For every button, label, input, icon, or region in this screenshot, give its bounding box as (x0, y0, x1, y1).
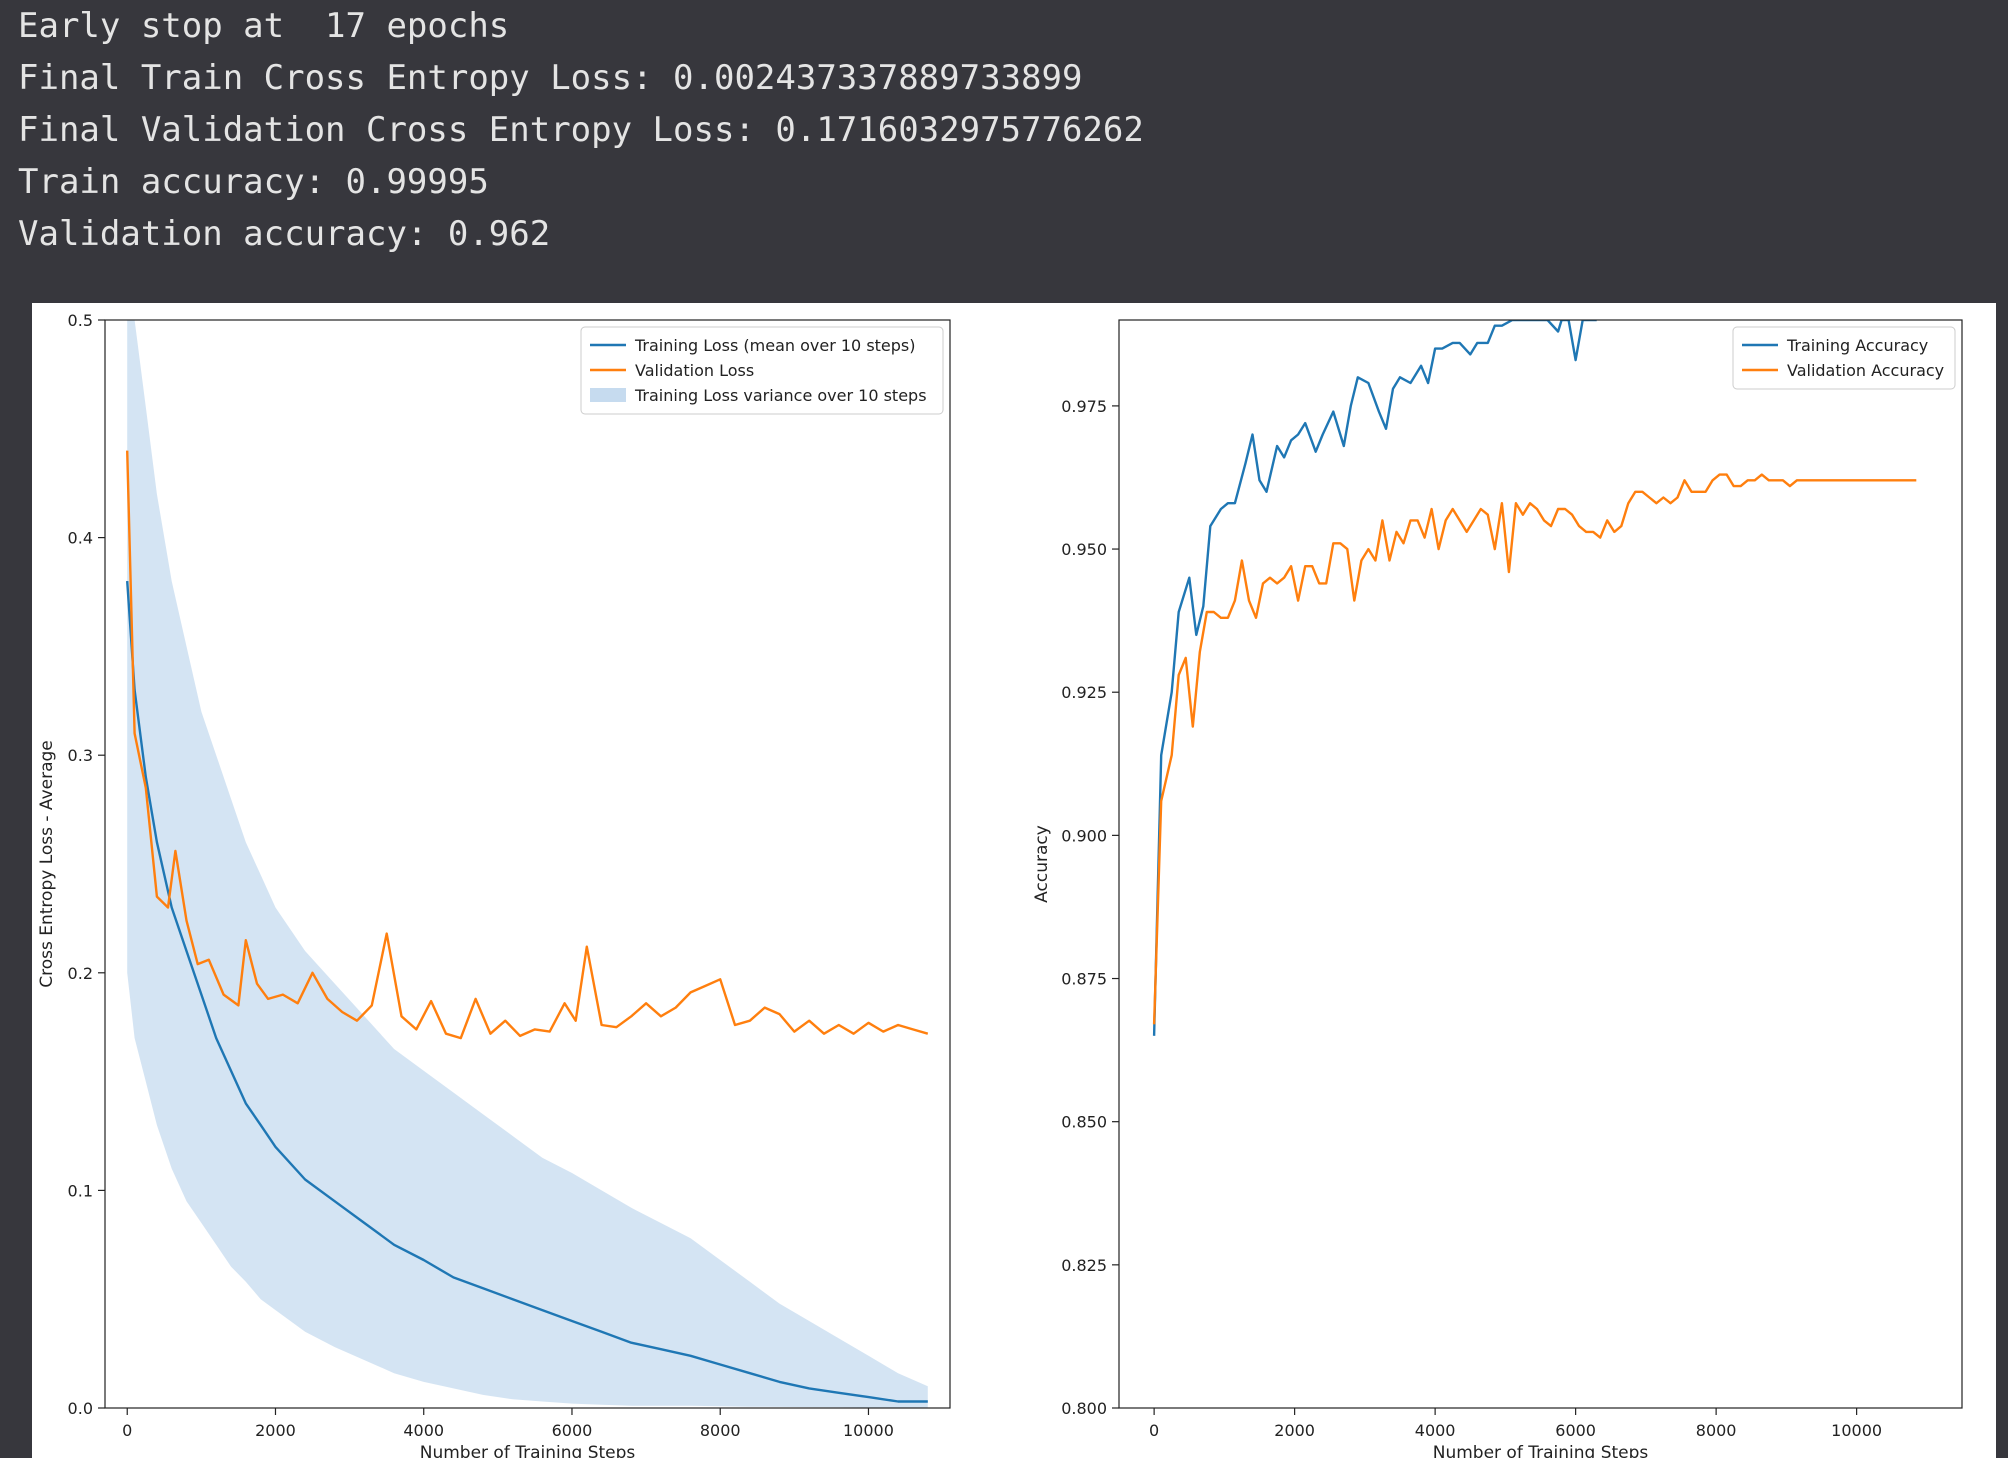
train-accuracy-line: Train accuracy: 0.99995 (18, 162, 489, 202)
y-tick-label: 0.825 (1061, 1256, 1107, 1275)
plot-area (1152, 320, 1917, 1036)
series-line-0 (1152, 320, 1597, 1036)
x-tick-label: 2000 (1274, 1421, 1315, 1440)
legend-swatch (590, 388, 626, 402)
legend-entry: Training Loss variance over 10 steps (634, 386, 927, 405)
y-tick-label: 0.4 (68, 529, 93, 548)
plots-canvas: 0 2000 4000 6000 8000 10000 0.0 0.1 0.2 0.3 0.4 0.5… (37, 311, 1963, 1458)
figure: 0 2000 4000 6000 8000 10000 0.0 0.1 0.2 0.3 0.4 0.5… (32, 303, 1996, 1458)
y-tick-label: 0.975 (1061, 397, 1107, 416)
series-line-1 (126, 450, 929, 1040)
validation-loss-line: Final Validation Cross Entropy Loss: 0.1… (18, 110, 1144, 150)
train-loss-line: Final Train Cross Entropy Loss: 0.002437… (18, 58, 1083, 98)
legend: Training Accuracy Validation Accuracy (1732, 326, 1956, 390)
series-line-1 (1152, 473, 1917, 1025)
legend-entry: Training Loss (mean over 10 steps) (634, 336, 916, 355)
legend-entry: Training Accuracy (1786, 336, 1928, 355)
x-tick-label: 4000 (1415, 1421, 1456, 1440)
y-tick-label: 0.900 (1061, 826, 1107, 845)
x-tick-label: 2000 (255, 1421, 296, 1440)
x-tick-label: 4000 (403, 1421, 444, 1440)
series-line-0 (126, 581, 928, 1403)
validation-accuracy-line: Validation accuracy: 0.962 (18, 214, 551, 254)
y-tick-label: 0.0 (68, 1399, 93, 1418)
y-tick-label: 0.925 (1061, 683, 1107, 702)
y-axis-label: Accuracy (1032, 825, 1052, 903)
y-tick-label: 0.2 (68, 964, 93, 983)
x-tick-label: 0 (122, 1421, 132, 1440)
legend-box (1732, 326, 1956, 390)
chart-2: 0 2000 4000 6000 8000 10000 0.800 0.825 0.850 0.8… (1032, 319, 1963, 1458)
legend-entry: Validation Loss (635, 361, 754, 380)
x-tick-label: 8000 (1696, 1421, 1737, 1440)
y-tick-label: 0.3 (68, 746, 93, 765)
y-tick-label: 0.875 (1061, 970, 1107, 989)
x-axis-label: Number of Training Steps (420, 1443, 636, 1458)
x-tick-label: 10000 (1831, 1421, 1882, 1440)
x-tick-label: 6000 (1555, 1421, 1596, 1440)
chart-1: 0 2000 4000 6000 8000 10000 0.0 0.1 0.2 0.3 0.4 0.5… (37, 311, 951, 1458)
x-tick-label: 6000 (552, 1421, 593, 1440)
axes-frame (104, 319, 951, 1409)
plot-area (126, 320, 929, 1408)
early-stop-line: Early stop at 17 epochs (18, 6, 510, 46)
legend: Training Loss (mean over 10 steps) Valida… (580, 326, 944, 415)
y-axis-label: Cross Entropy Loss - Average (37, 740, 57, 988)
x-tick-label: 0 (1149, 1421, 1159, 1440)
y-tick-label: 0.5 (68, 311, 93, 330)
series-band-variance (127, 320, 928, 1408)
y-tick-label: 0.950 (1061, 540, 1107, 559)
y-tick-label: 0.850 (1061, 1113, 1107, 1132)
axes-frame (1118, 319, 1963, 1409)
x-axis-label: Number of Training Steps (1433, 1443, 1649, 1458)
legend-box (580, 326, 944, 415)
console-output: Early stop at 17 epochs Final Train Cros… (18, 0, 1978, 280)
x-tick-label: 8000 (700, 1421, 741, 1440)
y-tick-label: 0.1 (68, 1181, 93, 1200)
y-tick-label: 0.800 (1061, 1399, 1107, 1418)
x-tick-label: 10000 (843, 1421, 894, 1440)
legend-entry: Validation Accuracy (1787, 361, 1944, 380)
